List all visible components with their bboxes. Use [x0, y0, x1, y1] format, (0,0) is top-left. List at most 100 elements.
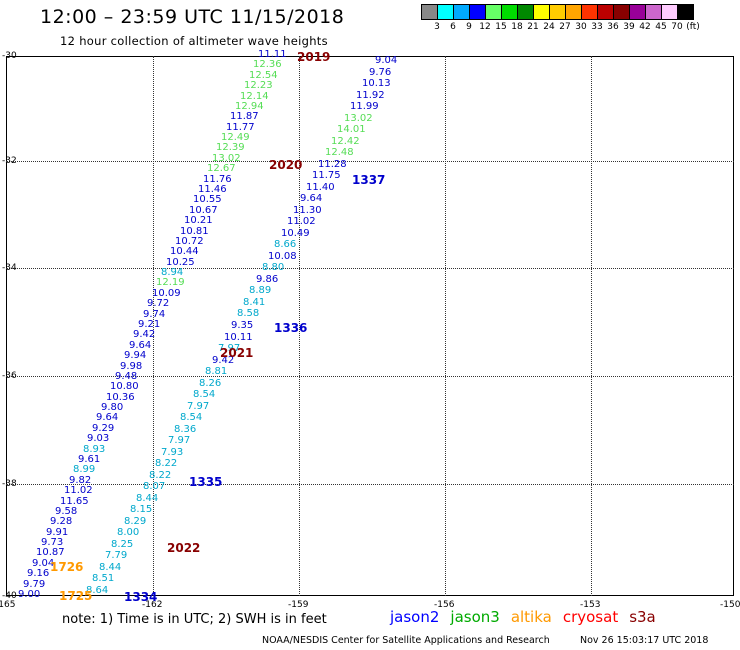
wave-height-value: 11.77 [226, 122, 255, 133]
orbit-number: 1725 [59, 589, 93, 603]
wave-height-value: 10.36 [106, 392, 135, 403]
wave-height-value: 11.30 [293, 205, 322, 216]
wave-height-value: 9.04 [32, 558, 55, 569]
scale-swatch [501, 4, 518, 20]
scale-swatch [453, 4, 470, 20]
wave-height-value: 8.93 [83, 444, 106, 455]
scale-swatch [677, 4, 694, 20]
grid-line-vertical [153, 56, 154, 596]
wave-height-value: 8.58 [237, 308, 260, 319]
scale-label: 24 [543, 22, 555, 32]
wave-height-value: 10.11 [224, 332, 253, 343]
wave-height-value: 9.21 [138, 319, 161, 330]
wave-height-value: 9.91 [46, 527, 69, 538]
scale-label: 45 [655, 22, 667, 32]
wave-height-value: 10.08 [268, 251, 297, 262]
scale-swatch [613, 4, 630, 20]
wave-height-value: 9.64 [129, 340, 152, 351]
scale-swatch [437, 4, 454, 20]
longitude-label: -165 [0, 600, 16, 610]
wave-height-value: 9.48 [115, 371, 138, 382]
map-frame [6, 56, 734, 596]
wave-height-value: 7.97 [187, 401, 210, 412]
wave-height-value: 11.40 [306, 182, 335, 193]
wave-height-value: 12.23 [244, 80, 273, 91]
scale-swatch [485, 4, 502, 20]
wave-height-value: 11.92 [356, 90, 385, 101]
longitude-label: -153 [580, 600, 601, 610]
scale-swatch [549, 4, 566, 20]
wave-height-value: 8.22 [155, 458, 178, 469]
map-subtitle: 12 hour collection of altimeter wave hei… [60, 34, 328, 48]
wave-height-value: 9.58 [55, 506, 78, 517]
longitude-label: -159 [288, 600, 309, 610]
wave-height-value: 9.35 [231, 320, 254, 331]
grid-line-horizontal [6, 376, 734, 377]
scale-swatch [597, 4, 614, 20]
wave-height-value: 14.01 [337, 124, 366, 135]
scale-swatch [581, 4, 598, 20]
wave-height-value: 10.09 [152, 288, 181, 299]
scale-label: 39 [623, 22, 635, 32]
wave-height-value: 12.48 [325, 147, 354, 158]
orbit-number: 2019 [297, 50, 331, 64]
legend-entry: s3a [629, 608, 656, 626]
scale-label: 21 [527, 22, 539, 32]
orbit-number: 2022 [167, 541, 201, 555]
wave-height-value: 12.14 [240, 91, 269, 102]
scale-label: 3 [434, 22, 440, 32]
wave-height-value: 8.99 [73, 464, 96, 475]
longitude-label: -150 [720, 600, 740, 610]
grid-line-vertical [299, 56, 300, 596]
wave-height-value: 9.98 [120, 361, 143, 372]
wave-height-value: 9.42 [212, 355, 235, 366]
wave-height-value: 9.80 [101, 402, 124, 413]
latitude-label: -32 [2, 156, 17, 166]
grid-line-horizontal [6, 161, 734, 162]
latitude-label: -40 [2, 591, 17, 601]
scale-swatch [629, 4, 646, 20]
scale-swatch [533, 4, 550, 20]
wave-height-value: 8.22 [149, 470, 172, 481]
wave-height-value: 8.54 [193, 389, 216, 400]
grid-line-vertical [445, 56, 446, 596]
wave-height-value: 8.41 [243, 297, 266, 308]
wave-height-value: 8.26 [199, 378, 222, 389]
wave-height-value: 10.67 [189, 205, 218, 216]
color-scale [421, 4, 694, 20]
scale-label: (ft) [686, 22, 700, 32]
scale-label: 30 [575, 22, 587, 32]
orbit-number: 1726 [50, 560, 84, 574]
latitude-label: -38 [2, 479, 17, 489]
scale-label: 15 [495, 22, 507, 32]
wave-height-value: 12.94 [235, 101, 264, 112]
satellite-legend: jason2 jason3 altika cryosat s3a [390, 608, 667, 626]
wave-height-value: 11.87 [230, 111, 259, 122]
wave-height-value: 12.39 [216, 142, 245, 153]
legend-entry: jason2 [390, 608, 440, 626]
orbit-number: 2021 [220, 346, 254, 360]
map-title: 12:00 – 23:59 UTC 11/15/2018 [40, 6, 345, 28]
wave-height-value: 11.02 [287, 216, 316, 227]
wave-height-value: 9.74 [143, 309, 166, 320]
wave-height-value: 7.93 [161, 447, 184, 458]
scale-label: 33 [591, 22, 603, 32]
wave-height-value: 10.21 [184, 215, 213, 226]
wave-height-value: 13.02 [212, 153, 241, 164]
grid-line-horizontal [6, 484, 734, 485]
orbit-number: 1337 [352, 173, 386, 187]
wave-height-value: 10.44 [170, 246, 199, 257]
wave-height-value: 12.36 [253, 59, 282, 70]
wave-height-value: 10.25 [166, 257, 195, 268]
wave-height-value: 8.94 [161, 267, 184, 278]
scale-label: 27 [559, 22, 571, 32]
scale-swatch [421, 4, 438, 20]
orbit-number: 1334 [124, 590, 158, 604]
latitude-label: -30 [2, 51, 17, 61]
wave-height-value: 8.81 [205, 366, 228, 377]
orbit-number: 1335 [189, 475, 223, 489]
wave-height-value: 8.54 [180, 412, 203, 423]
wave-height-value: 9.42 [133, 329, 156, 340]
wave-height-value: 8.36 [174, 424, 197, 435]
wave-height-value: 11.76 [203, 174, 232, 185]
